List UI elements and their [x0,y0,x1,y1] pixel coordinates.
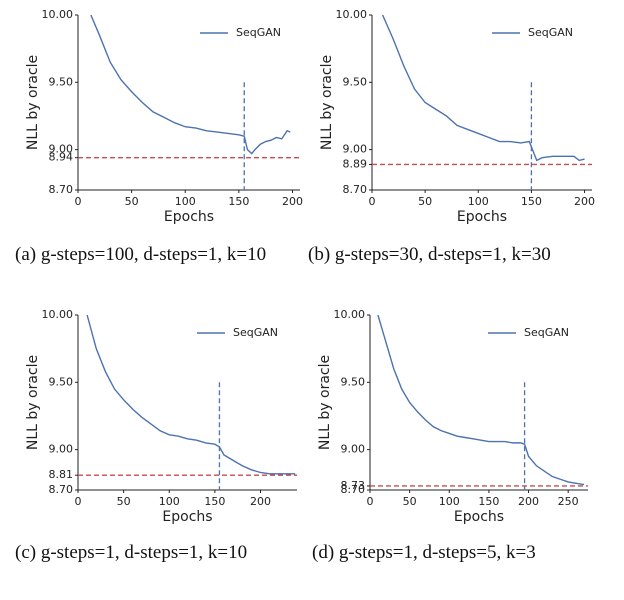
y-tick-label: 8.89 [343,157,368,170]
x-axis-label: Epochs [162,509,212,525]
series-line [90,15,291,155]
x-tick-label: 50 [418,195,432,208]
y-tick-label: 8.70 [343,183,368,196]
x-tick-label: 200 [574,195,595,208]
y-tick-label: 9.00 [49,443,74,456]
chart-panel: 8.708.73 9.00 9.50 10.00 0 50 100 150 200 250 Epoc… [317,308,588,525]
series-line [381,15,585,162]
y-tick-label: 8.70 [49,183,74,196]
caption: (b) g-steps=30, d-steps=1, k=30 [308,244,551,265]
x-tick-label: 100 [175,195,196,208]
series-line [377,315,585,486]
x-tick-label: 0 [367,495,374,508]
y-axis-label: NLL by oracle [319,55,335,150]
x-tick-label: 0 [75,495,82,508]
legend-label: SeqGAN [524,326,569,339]
legend-label: SeqGAN [233,326,278,339]
y-tick-label: 8.70 [49,483,74,496]
x-tick-label: 100 [159,495,180,508]
x-tick-label: 200 [518,495,539,508]
x-tick-label: 0 [75,195,82,208]
y-tick-label: 9.00 [341,443,366,456]
x-tick-label: 150 [478,495,499,508]
y-tick-label: 10.00 [42,8,74,21]
y-tick-label: 8.94 [49,151,74,164]
legend-label: SeqGAN [528,26,573,39]
y-tick-label: 9.50 [341,375,366,388]
y-tick-label: 9.50 [49,75,74,88]
x-tick-label: 150 [228,195,249,208]
x-tick-label: 100 [439,495,460,508]
y-tick-label: 8.73 [341,479,366,492]
y-tick-label: 10.00 [336,8,368,21]
x-tick-label: 50 [403,495,417,508]
x-tick-label: 50 [117,495,131,508]
x-axis-label: Epochs [454,509,504,525]
caption: (d) g-steps=1, d-steps=5, k=3 [312,542,536,563]
chart-panel: 8.70 8.899.00 9.50 10.00 0 50 100 150 200 Epochs N… [319,8,595,225]
legend-label: SeqGAN [236,26,281,39]
x-tick-label: 0 [369,195,376,208]
x-tick-label: 100 [468,195,489,208]
y-tick-label: 10.00 [334,308,366,321]
y-tick-label: 8.70 [341,483,366,496]
y-tick-label: 10.00 [42,308,74,321]
y-tick-label: 9.50 [343,75,368,88]
y-axis-label: NLL by oracle [25,355,41,450]
x-tick-label: 150 [204,495,225,508]
x-tick-label: 150 [521,195,542,208]
x-tick-label: 200 [250,495,271,508]
x-tick-label: 250 [558,495,579,508]
y-tick-label: 9.00 [49,143,74,156]
x-axis-label: Epochs [164,209,214,225]
caption: (c) g-steps=1, d-steps=1, k=10 [15,542,248,563]
chart-panel: 8.70 8.949.00 9.50 10.00 0 50 100 150 200 Epochs N… [25,8,303,225]
chart-panel: 8.70 8.81 9.00 9.50 10.00 0 50 100 150 200 Epochs N… [25,308,297,525]
x-tick-label: 50 [125,195,139,208]
series-line [86,315,296,475]
y-tick-label: 8.81 [49,468,74,481]
caption: (a) g-steps=100, d-steps=1, k=10 [15,244,267,265]
x-tick-label: 200 [282,195,303,208]
x-axis-label: Epochs [457,209,507,225]
y-axis-label: NLL by oracle [317,355,333,450]
y-tick-label: 9.50 [49,375,74,388]
y-axis-label: NLL by oracle [25,55,41,150]
y-tick-label: 9.00 [343,143,368,156]
